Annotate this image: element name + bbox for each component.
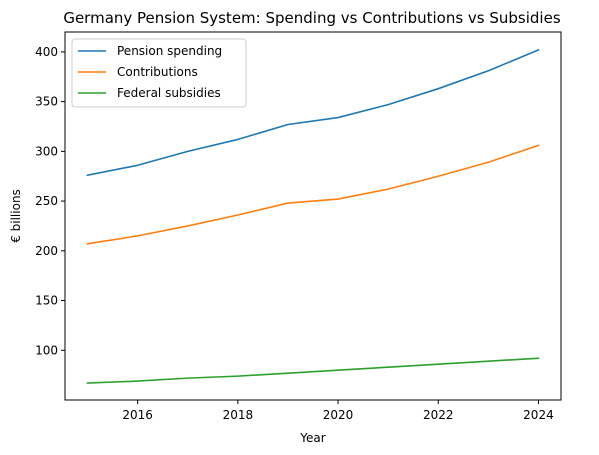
x-tick-label: 2024 <box>523 408 554 422</box>
x-tick-label: 2018 <box>223 408 254 422</box>
y-tick-label: 400 <box>35 45 58 59</box>
x-axis-label: Year <box>299 431 325 445</box>
x-tick-label: 2020 <box>323 408 354 422</box>
y-tick-label: 100 <box>35 343 58 357</box>
series-line-pension-spending <box>86 48 540 177</box>
y-tick-label: 150 <box>35 294 58 308</box>
legend-label-federal-subsidies: Federal subsidies <box>117 86 221 100</box>
y-tick-label: 350 <box>35 95 58 109</box>
series-lines <box>86 48 540 384</box>
x-tick-label: 2016 <box>122 408 153 422</box>
y-tick-label: 250 <box>35 194 58 208</box>
chart-title: Germany Pension System: Spending vs Cont… <box>63 9 560 27</box>
y-axis: 100 150 200 250 300 350 400 <box>35 45 65 357</box>
legend-box <box>71 38 247 108</box>
legend-label-contributions: Contributions <box>117 65 198 79</box>
series-line-federal-subsidies <box>86 357 540 384</box>
y-tick-label: 300 <box>35 144 58 158</box>
x-tick-label: 2022 <box>423 408 454 422</box>
y-tick-label: 200 <box>35 244 58 258</box>
legend: Pension spending Contributions Federal sub… <box>71 38 247 108</box>
series-line-contributions <box>86 144 540 245</box>
x-axis: 2016 2018 2020 2022 2024 <box>122 400 554 422</box>
y-axis-label: € billions <box>9 189 23 243</box>
legend-items: Pension spending Contributions Federal sub… <box>78 44 222 100</box>
legend-label-pension-spending: Pension spending <box>117 44 222 58</box>
